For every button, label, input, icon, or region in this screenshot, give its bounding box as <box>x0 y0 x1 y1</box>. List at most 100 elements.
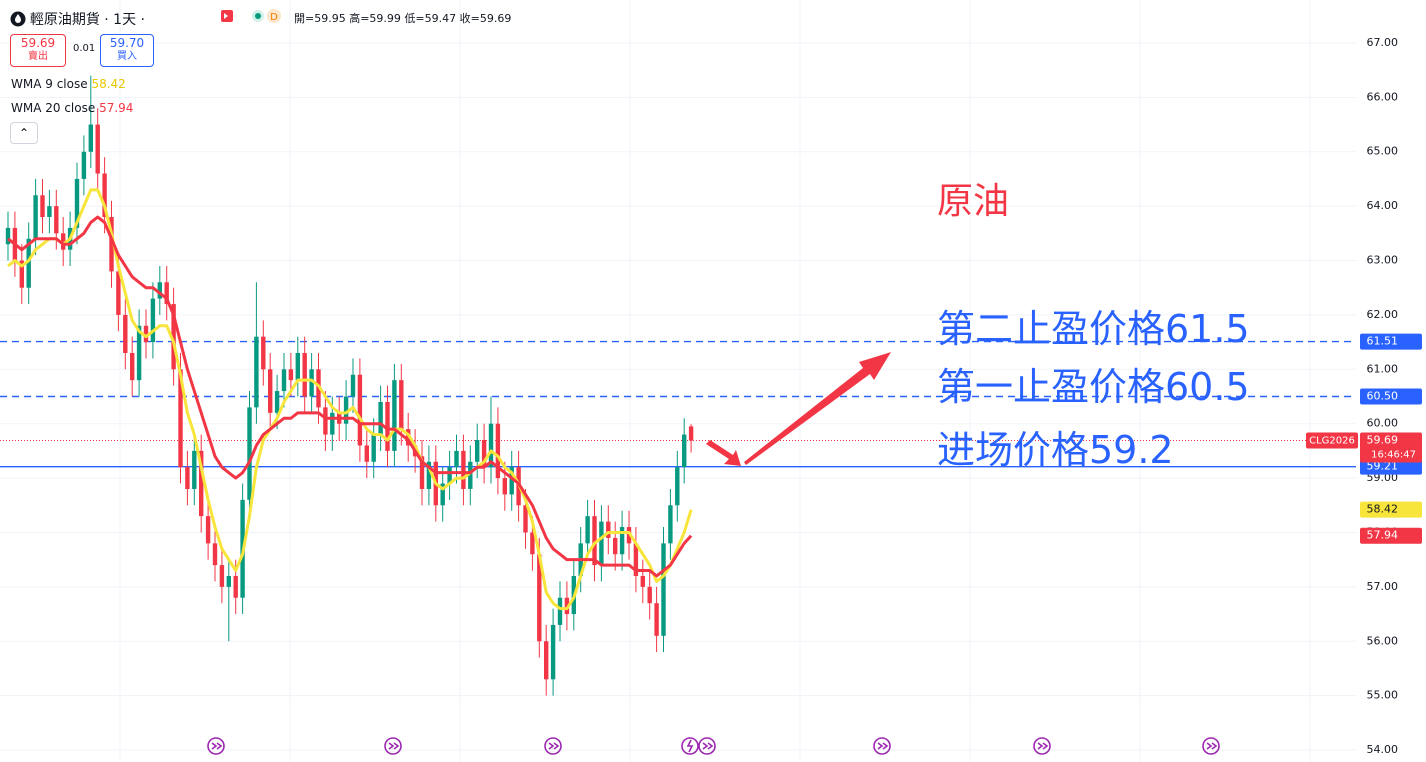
legend-item: WMA 9 close 58.42 <box>11 77 126 91</box>
legend-name: WMA 20 close <box>11 101 96 115</box>
candle-body <box>371 434 376 462</box>
candle-body <box>136 325 142 381</box>
candle-body <box>185 467 190 489</box>
level-tag <box>1360 333 1422 350</box>
symbol-tag <box>1306 432 1358 449</box>
legend-value: 57.94 <box>99 101 134 115</box>
candle-body <box>537 554 542 642</box>
candle-body <box>364 445 369 462</box>
candle-body <box>274 391 280 413</box>
collapse-button[interactable]: ⌃ <box>10 122 38 144</box>
candle-body <box>309 369 314 397</box>
candle-body <box>212 543 218 566</box>
candle-body <box>523 505 528 533</box>
status-letter: D <box>270 12 278 23</box>
candle-body <box>54 206 59 234</box>
candle-body <box>261 336 266 370</box>
ohlc-open: 開=59.95 <box>294 12 346 25</box>
candle-body <box>585 516 590 544</box>
wma-tag-label: 57.94 <box>1367 529 1399 542</box>
level-tag <box>1360 458 1422 475</box>
candle-body <box>226 575 231 587</box>
candle-body <box>481 440 487 468</box>
candle-body <box>150 298 156 343</box>
arrow-large <box>744 352 891 465</box>
candle-body <box>475 440 480 462</box>
logo <box>10 11 26 27</box>
candle-body <box>288 369 294 381</box>
y-tick-label: 54.00 <box>1367 743 1399 756</box>
candle-body <box>426 461 432 489</box>
event-icons[interactable] <box>207 737 1220 755</box>
candle-body <box>19 260 24 288</box>
annotation: 第二止盈价格61.5 <box>937 307 1250 351</box>
candle-body <box>268 369 273 413</box>
ohlc-low: 低=59.47 <box>404 12 457 25</box>
y-tick-label: 56.00 <box>1367 634 1399 647</box>
indicator-lines <box>7 188 693 611</box>
candle-body <box>47 206 52 218</box>
candle-body <box>606 521 611 538</box>
candle-body <box>550 624 556 680</box>
candle-body <box>178 369 183 468</box>
wma-line <box>7 215 693 578</box>
candle-body <box>33 195 38 239</box>
y-tick-label: 64.00 <box>1367 199 1399 212</box>
candle-body <box>613 537 618 555</box>
candle-body <box>502 478 507 495</box>
level-tag-label: 60.50 <box>1367 390 1399 403</box>
sell-price: 59.69 <box>20 36 56 50</box>
candle-body <box>26 238 31 288</box>
candle-body <box>682 434 687 468</box>
candle-body <box>95 124 100 174</box>
last-price-tag <box>1360 432 1422 463</box>
candle-body <box>233 575 238 598</box>
candle-body <box>530 532 535 555</box>
y-tick-label: 63.00 <box>1367 254 1399 267</box>
candle-body <box>357 374 363 446</box>
sell-button[interactable]: 59.69 賣出 <box>10 34 66 67</box>
candle-body <box>654 603 659 636</box>
candle-body <box>323 407 328 435</box>
candle-body <box>392 380 397 451</box>
ohlc-high: 高=59.99 <box>349 12 401 25</box>
y-tick-label: 67.00 <box>1367 36 1399 49</box>
candle-body <box>74 178 80 228</box>
candle-body <box>619 527 625 555</box>
spread: 0.01 <box>73 43 96 54</box>
wma-tag-label: 58.42 <box>1367 503 1399 516</box>
candle-body <box>302 352 307 397</box>
legend-value: 58.42 <box>91 77 126 91</box>
candles <box>5 75 694 696</box>
legend-item: WMA 20 close 57.94 <box>11 101 133 115</box>
status-icons: D <box>221 9 281 23</box>
buy-button[interactable]: 59.70 買入 <box>100 34 154 67</box>
ohlc: 開=59.95 高=59.99 低=59.47 收=59.69 <box>294 10 511 26</box>
annotation: 第一止盈价格60.5 <box>937 365 1250 409</box>
y-tick-label: 62.00 <box>1367 308 1399 321</box>
candle-body <box>219 565 225 587</box>
candle-body <box>399 380 404 430</box>
symbol-title: 輕原油期貨 · 1天 · <box>29 12 145 28</box>
sell-label: 賣出 <box>28 51 48 62</box>
y-tick-label: 60.00 <box>1367 417 1399 430</box>
candle-body <box>281 369 287 392</box>
candle-body <box>668 505 673 544</box>
candle-body <box>647 586 652 604</box>
candle-body <box>40 195 45 218</box>
candle-body <box>61 233 66 250</box>
candle-body <box>350 374 356 397</box>
candle-body <box>343 396 349 424</box>
candle-body <box>330 412 335 435</box>
candle-body <box>164 282 169 305</box>
vertical-grid <box>119 0 1311 762</box>
candle-body <box>102 173 107 218</box>
last-price-label: 59.69 <box>1367 434 1399 447</box>
annotation: 原油 <box>937 181 1010 222</box>
candle-body <box>143 325 149 343</box>
candle-body <box>385 401 390 451</box>
candle-body <box>116 271 121 315</box>
level-tag <box>1360 388 1422 405</box>
candle-body <box>440 483 445 506</box>
